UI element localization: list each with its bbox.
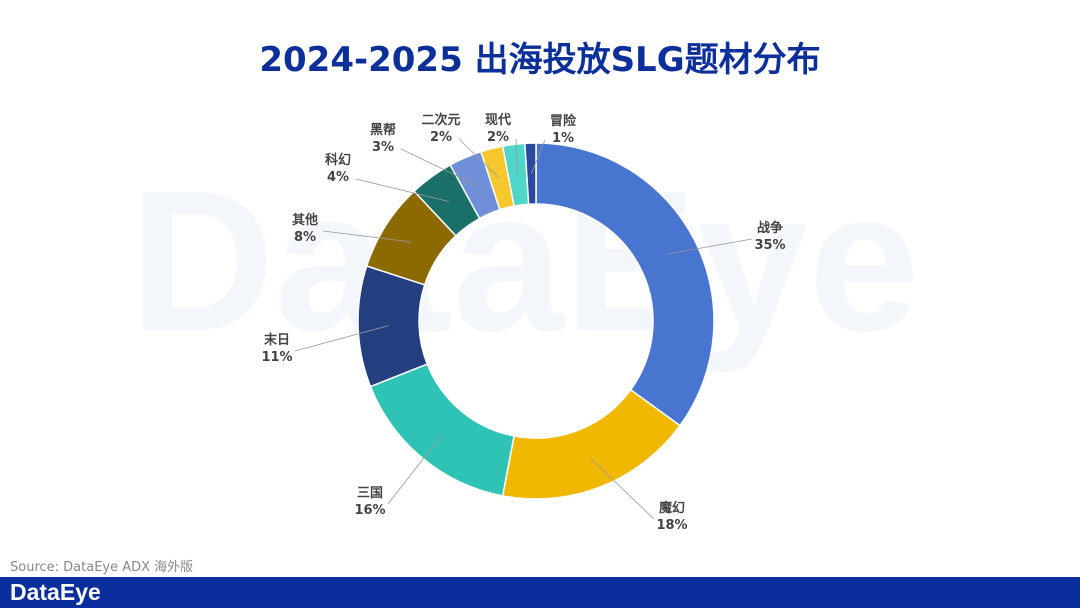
- data-label: 3%: [372, 140, 394, 155]
- category-label: 魔幻: [659, 500, 685, 516]
- slice-冒险: [524, 142, 537, 206]
- data-label: 35%: [754, 238, 785, 253]
- leader-line: [294, 325, 389, 352]
- leader-line: [400, 148, 478, 186]
- leader-line: [322, 230, 412, 243]
- slice-三国: [369, 363, 515, 497]
- leader-line: [458, 138, 500, 179]
- leader-line: [667, 238, 753, 255]
- data-label: 16%: [354, 503, 385, 518]
- data-label: 4%: [327, 170, 349, 185]
- slice-末日: [357, 265, 429, 388]
- leader-line: [355, 178, 450, 203]
- category-label: 其他: [292, 212, 318, 228]
- category-label: 末日: [263, 332, 290, 348]
- source-note: Source: DataEye ADX 海外版: [10, 560, 194, 575]
- category-label: 科幻: [325, 152, 351, 168]
- leader-line: [530, 139, 546, 174]
- category-label: 二次元: [421, 112, 460, 128]
- slice-魔幻: [501, 388, 682, 500]
- category-label: 战争: [757, 220, 783, 236]
- data-label: 1%: [552, 131, 574, 146]
- page-title: 2024-2025 出海投放SLG题材分布: [259, 40, 821, 80]
- leader-line: [387, 434, 443, 505]
- leader-line: [515, 138, 518, 175]
- data-label: 11%: [261, 350, 292, 365]
- data-label: 18%: [656, 518, 687, 533]
- category-label: 三国: [357, 486, 383, 501]
- footer-bar: DataEye: [0, 577, 1080, 608]
- slice-战争: [535, 142, 715, 427]
- category-label: 黑帮: [370, 122, 396, 138]
- footer-logo: DataEye: [10, 579, 101, 605]
- data-label: 2%: [487, 130, 509, 145]
- leader-line: [590, 457, 655, 520]
- category-label: 现代: [485, 112, 511, 128]
- data-label: 2%: [430, 130, 452, 145]
- category-label: 冒险: [550, 113, 577, 129]
- data-label: 8%: [294, 230, 316, 245]
